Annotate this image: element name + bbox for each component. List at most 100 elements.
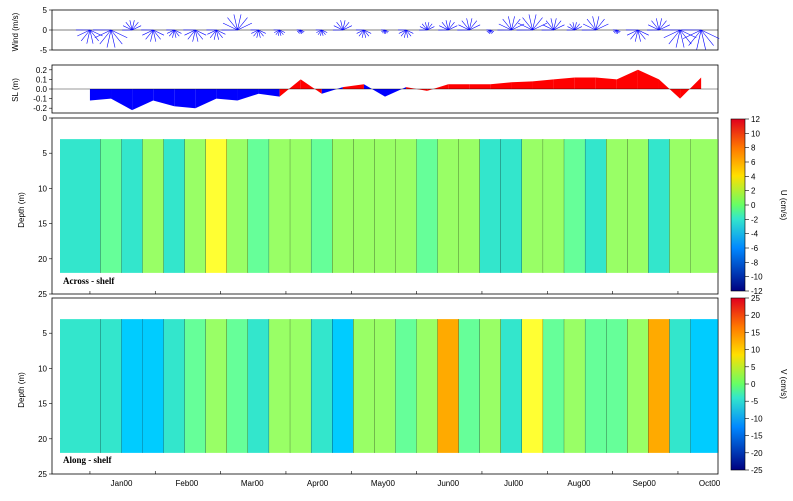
across-y-axis: 0 5 10 15 20 25 <box>38 114 52 299</box>
sl-segment <box>385 87 407 97</box>
colorbar-tick-label: 20 <box>751 311 760 320</box>
heat-cell <box>290 319 312 453</box>
wind-stick <box>553 20 562 31</box>
colorbar-tick-label: 8 <box>751 144 756 153</box>
wind-stick <box>542 24 554 31</box>
wind-stick <box>125 22 133 31</box>
wind-stick <box>195 29 199 42</box>
heat-cell <box>543 319 565 453</box>
sl-segment <box>595 77 617 89</box>
wind-stick <box>237 17 248 31</box>
heat-cell <box>121 139 143 273</box>
wind-stick <box>227 17 238 31</box>
colorbar-tick-label: -20 <box>751 449 763 458</box>
wind-stick <box>528 14 533 31</box>
wind-panel: -5 0 5 Wind (m/s) <box>11 6 720 55</box>
heat-cell <box>226 319 249 453</box>
wind-stick <box>426 23 433 31</box>
wind-stick <box>616 29 621 32</box>
along-panel-label: Along - shelf <box>63 455 113 465</box>
wind-stick <box>195 29 204 40</box>
wind-stick <box>502 18 512 31</box>
depth-tick-label: 15 <box>38 400 47 409</box>
heat-cell <box>648 139 670 273</box>
wind-stick <box>682 29 702 39</box>
colorbar-tick-label: -2 <box>751 215 759 224</box>
sl-segment <box>321 87 343 94</box>
sl-segment <box>511 81 533 89</box>
wind-stick <box>363 29 372 34</box>
heat-cell <box>100 139 122 273</box>
month-label: Mar00 <box>241 479 264 488</box>
wind-stick <box>688 29 702 46</box>
wind-stick <box>237 14 242 31</box>
colorbar-u-label: U (cm/s) <box>779 190 788 221</box>
wind-stick <box>216 29 226 35</box>
wind-stick <box>469 18 473 31</box>
colorbar-tick-label: -15 <box>751 432 763 441</box>
month-label: Jun00 <box>437 479 459 488</box>
depth-tick-label: 20 <box>38 435 47 444</box>
wind-stick <box>469 20 478 31</box>
heat-cell <box>163 319 185 453</box>
wind-stick <box>142 29 154 36</box>
sl-ytick-label: 0.0 <box>36 85 48 94</box>
wind-stick <box>441 22 449 31</box>
wind-stick <box>700 29 706 50</box>
colorbar-tick-label: -10 <box>751 273 763 282</box>
sl-segment <box>427 84 449 91</box>
wind-stick <box>447 22 455 31</box>
wind-stick <box>195 29 207 36</box>
wind-stick <box>216 29 223 38</box>
colorbar-v-scale <box>730 297 746 471</box>
wind-stick <box>237 22 253 31</box>
wind-stick <box>634 29 639 42</box>
wind-stick <box>80 29 91 42</box>
wind-stick <box>421 23 428 31</box>
wind-stick <box>358 29 365 37</box>
sl-segment <box>553 77 575 89</box>
wind-stick <box>94 29 112 39</box>
sl-segment <box>680 77 702 99</box>
wind-stick <box>574 23 580 31</box>
sl-ytick-label: -0.2 <box>33 104 47 113</box>
wind-stick <box>447 20 451 31</box>
wind-stick <box>572 22 575 31</box>
wind-ytick-label: 5 <box>43 6 48 15</box>
sl-segment <box>132 89 154 111</box>
wind-stick <box>595 18 605 31</box>
wind-stick <box>187 29 196 40</box>
wind-stick <box>251 29 259 34</box>
depth-tick-label: 5 <box>43 149 48 158</box>
wind-stick <box>679 29 697 39</box>
colorbar-tick-label: -6 <box>751 244 759 253</box>
wind-stick <box>448 25 458 31</box>
heat-cell <box>395 139 417 273</box>
wind-stick <box>469 24 481 31</box>
wind-stick <box>574 26 583 31</box>
sl-segment <box>258 89 280 97</box>
wind-stick <box>173 29 177 38</box>
wind-stick <box>574 22 577 31</box>
wind-stick <box>86 29 91 44</box>
wind-stick <box>522 17 533 31</box>
wind-stick <box>498 23 512 31</box>
wind-ytick-label: 0 <box>43 26 48 35</box>
depth-tick-label: 15 <box>38 220 47 229</box>
wind-stick <box>658 18 662 31</box>
heat-cell <box>269 319 291 453</box>
wind-stick <box>545 20 554 31</box>
wind-stick <box>277 29 280 36</box>
wind-stick <box>275 29 280 35</box>
depth-tick-label: 10 <box>38 184 47 193</box>
heat-cell <box>437 319 459 453</box>
sl-segment <box>89 89 112 101</box>
wind-stick <box>77 29 91 37</box>
sl-y-axis: -0.2-0.10.00.10.2 <box>33 66 52 113</box>
wind-stick <box>342 20 346 31</box>
wind-stick <box>405 29 414 34</box>
heat-cell <box>332 139 354 273</box>
wind-stick <box>317 29 323 35</box>
heat-cell <box>248 139 270 273</box>
